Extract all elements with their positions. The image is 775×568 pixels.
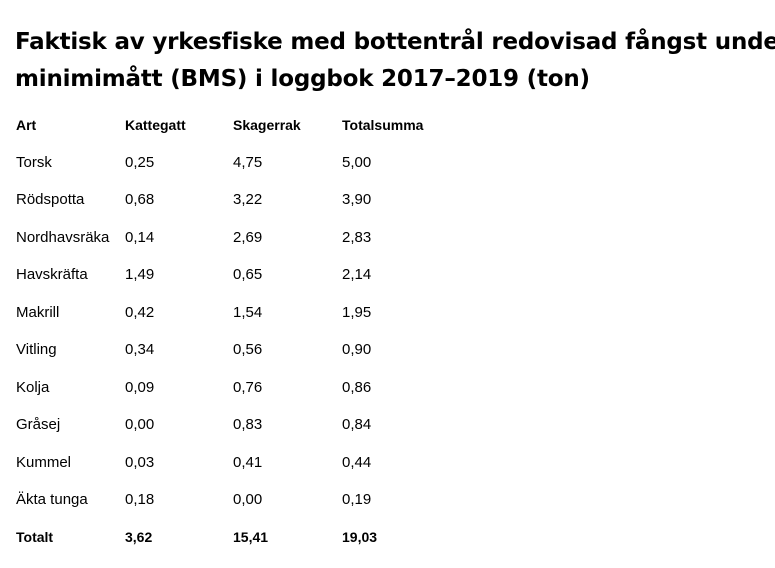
cell-kattegatt: 0,25 <box>125 153 155 171</box>
page-title: Faktisk av yrkesfiske med bottentrål red… <box>15 24 775 98</box>
title-line-2: minimimått (BMS) i loggbok 2017–2019 (to… <box>15 66 590 92</box>
cell-skagerrak: 0,41 <box>233 453 263 471</box>
table-row: Havskräfta 1,49 0,65 2,14 <box>16 256 462 294</box>
cell-kattegatt: 0,18 <box>125 491 155 509</box>
cell-skagerrak: 0,00 <box>233 491 263 509</box>
cell-kattegatt: 0,34 <box>125 341 155 359</box>
title-line-1: Faktisk av yrkesfiske med bottentrål red… <box>15 29 775 55</box>
cell-skagerrak: 0,76 <box>233 378 263 396</box>
cell-skagerrak: 3,22 <box>233 191 263 209</box>
cell-art: Nordhavsräka <box>16 228 110 246</box>
total-cell-skagerrak: 15,41 <box>233 529 269 546</box>
cell-art: Vitling <box>16 341 57 359</box>
cell-totalsumma: 0,86 <box>342 378 372 396</box>
total-cell-kattegatt: 3,62 <box>125 529 153 546</box>
cell-totalsumma: 3,90 <box>342 191 372 209</box>
cell-totalsumma: 0,19 <box>342 491 372 509</box>
cell-kattegatt: 0,42 <box>125 303 155 321</box>
table-row: Gråsej 0,00 0,83 0,84 <box>16 406 462 444</box>
cell-totalsumma: 5,00 <box>342 153 372 171</box>
cell-totalsumma: 0,84 <box>342 416 372 434</box>
cell-totalsumma: 2,83 <box>342 228 372 246</box>
cell-art: Kolja <box>16 378 50 396</box>
cell-art: Kummel <box>16 453 72 471</box>
table-row: Kummel 0,03 0,41 0,44 <box>16 444 462 482</box>
cell-skagerrak: 1,54 <box>233 303 263 321</box>
cell-totalsumma: 0,90 <box>342 341 372 359</box>
cell-skagerrak: 0,65 <box>233 266 263 284</box>
cell-kattegatt: 1,49 <box>125 266 155 284</box>
table-header-row: Art Kattegatt Skagerrak Totalsumma <box>16 106 462 144</box>
cell-totalsumma: 0,44 <box>342 453 372 471</box>
header-skagerrak: Skagerrak <box>233 116 301 133</box>
table-row: Vitling 0,34 0,56 0,90 <box>16 331 462 369</box>
cell-kattegatt: 0,00 <box>125 416 155 434</box>
header-art: Art <box>16 116 37 133</box>
table-row: Nordhavsräka 0,14 2,69 2,83 <box>16 219 462 257</box>
table-row: Torsk 0,25 4,75 5,00 <box>16 144 462 182</box>
cell-totalsumma: 1,95 <box>342 303 372 321</box>
table-row: Äkta tunga 0,18 0,00 0,19 <box>16 481 462 519</box>
cell-skagerrak: 2,69 <box>233 228 263 246</box>
cell-skagerrak: 4,75 <box>233 153 263 171</box>
cell-skagerrak: 0,56 <box>233 341 263 359</box>
total-cell-art: Totalt <box>16 529 54 546</box>
cell-art: Äkta tunga <box>16 491 88 509</box>
header-kattegatt: Kattegatt <box>125 116 186 133</box>
table-row: Rödspotta 0,68 3,22 3,90 <box>16 181 462 219</box>
cell-art: Havskräfta <box>16 266 88 284</box>
table-total-row: Totalt 3,62 15,41 19,03 <box>16 519 462 557</box>
cell-art: Rödspotta <box>16 191 85 209</box>
cell-skagerrak: 0,83 <box>233 416 263 434</box>
cell-art: Makrill <box>16 303 60 321</box>
catch-table: Art Kattegatt Skagerrak Totalsumma Torsk… <box>16 106 462 556</box>
table-row: Kolja 0,09 0,76 0,86 <box>16 369 462 407</box>
header-totalsumma: Totalsumma <box>342 116 424 133</box>
table-row: Makrill 0,42 1,54 1,95 <box>16 294 462 332</box>
cell-kattegatt: 0,03 <box>125 453 155 471</box>
cell-art: Gråsej <box>16 416 61 434</box>
cell-totalsumma: 2,14 <box>342 266 372 284</box>
total-cell-totalsumma: 19,03 <box>342 529 378 546</box>
cell-kattegatt: 0,68 <box>125 191 155 209</box>
cell-kattegatt: 0,09 <box>125 378 155 396</box>
cell-kattegatt: 0,14 <box>125 228 155 246</box>
cell-art: Torsk <box>16 153 52 171</box>
